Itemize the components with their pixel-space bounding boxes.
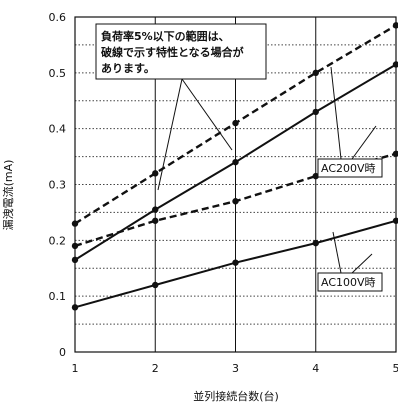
data-point	[71, 304, 79, 311]
pointer-line	[330, 66, 342, 160]
data-point	[232, 198, 239, 205]
data-point	[232, 119, 239, 127]
data-point	[312, 69, 319, 77]
x-tick-label: 2	[152, 362, 159, 375]
pointer-line	[181, 78, 233, 151]
data-point	[392, 22, 398, 29]
ac100-label-text: AC100V時	[321, 276, 376, 289]
note-line-1: 負荷率5%以下の範囲は、	[101, 29, 230, 43]
data-point	[232, 158, 239, 166]
pointer-line	[351, 125, 377, 160]
data-point	[152, 281, 159, 289]
data-point	[71, 220, 79, 227]
data-point	[312, 239, 319, 247]
x-tick-label: 3	[232, 362, 239, 375]
y-tick-label: 0.4	[49, 123, 67, 136]
y-tick-label: 0.2	[49, 234, 67, 247]
data-point	[392, 61, 398, 68]
data-point	[312, 172, 319, 180]
y-tick-label: 0.1	[49, 290, 67, 303]
note-box: 負荷率5%以下の範囲は、 破線で示す特性となる場合が あります。	[95, 23, 267, 80]
data-point	[152, 170, 159, 177]
x-tick-label: 1	[72, 362, 79, 375]
x-tick-label: 5	[393, 362, 398, 375]
pointer-line	[351, 253, 373, 274]
pointer-line	[157, 78, 183, 191]
ac100-label: AC100V時	[317, 272, 383, 292]
callout-pointers	[157, 66, 377, 274]
y-tick-label: 0.6	[49, 11, 67, 24]
y-tick-label: 0	[59, 346, 66, 359]
x-tick-label: 4	[312, 362, 319, 375]
x-axis-label: 並列接続台数(台)	[193, 389, 279, 403]
note-line-3: あります。	[101, 62, 155, 75]
y-tick-label: 0.5	[49, 67, 67, 80]
note-line-2: 破線で示す特性となる場合が	[101, 45, 244, 59]
axes	[74, 16, 397, 353]
data-point	[152, 217, 159, 224]
data-point	[312, 108, 319, 116]
ac200-label: AC200V時	[317, 158, 383, 178]
x-tick-labels: 1 2 3 4 5	[72, 362, 398, 375]
y-tick-labels: 0 0.1 0.2 0.3 0.4 0.5 0.6	[49, 11, 67, 359]
data-point	[392, 150, 398, 157]
ac200-label-text: AC200V時	[321, 162, 376, 175]
data-point	[71, 256, 79, 264]
y-tick-label: 0.3	[49, 179, 67, 192]
y-axis-label: 漏洩電流(mA)	[1, 160, 15, 231]
pointer-line	[332, 231, 342, 274]
plot-frame	[74, 16, 397, 353]
data-point	[392, 217, 398, 224]
data-point	[71, 242, 79, 250]
data-point	[232, 259, 239, 266]
data-point	[152, 206, 159, 213]
